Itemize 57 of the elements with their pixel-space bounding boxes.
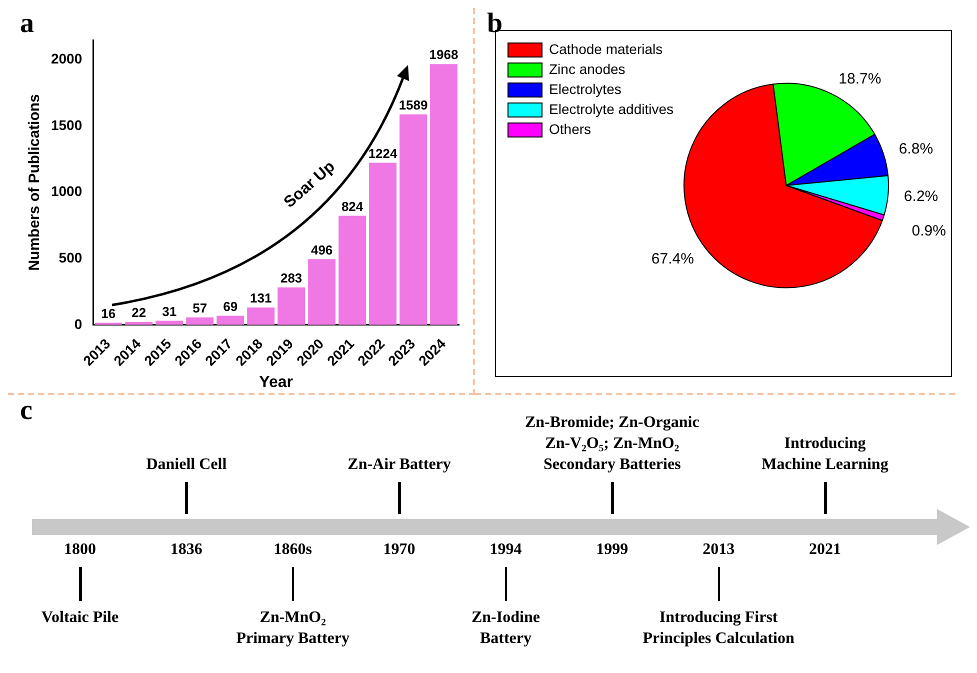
text: Zn-Air Battery — [346, 455, 452, 475]
legend-label: Others — [549, 120, 592, 137]
data-label: 67.4% — [651, 250, 694, 268]
bar — [247, 308, 275, 325]
category-label: 1970 — [382, 541, 416, 559]
category-label: 2013 — [702, 541, 736, 559]
data-label: 824 — [341, 198, 364, 214]
y-tick-label: 500 — [58, 250, 82, 266]
data-label: 57 — [192, 300, 208, 316]
text: Introducing First Principles Calculation — [642, 608, 796, 649]
y-tick-label: 0 — [74, 316, 82, 332]
category-label: 1836 — [169, 541, 204, 559]
y-tick-label: 2000 — [50, 50, 82, 67]
bar — [400, 114, 427, 325]
legend-label: Cathode materials — [549, 40, 663, 57]
data-label: 31 — [162, 304, 177, 319]
bar — [216, 316, 244, 325]
data-label: 6.8% — [898, 140, 934, 158]
category-label: 1999 — [595, 541, 630, 559]
text: Zn-Bromide; Zn-Organic Zn-V₂O₅; Zn-MnO₂ Secondary Batteries — [524, 413, 700, 475]
y-tick-label: 1000 — [50, 183, 82, 200]
y-axis-title: Numbers of Publications — [26, 94, 44, 271]
bar — [278, 287, 306, 325]
data-label: 1968 — [429, 47, 458, 62]
chart-title: b — [487, 8, 503, 40]
bar — [369, 162, 396, 325]
bar — [186, 317, 214, 325]
data-label: 69 — [223, 298, 238, 314]
chart-title: a — [20, 8, 34, 40]
category-label: 2021 — [808, 541, 842, 559]
y-tick-label: 1500 — [50, 116, 82, 133]
legend-label: Electrolyte additives — [549, 100, 674, 117]
data-label: 22 — [132, 305, 146, 320]
data-label: 16 — [101, 306, 116, 321]
data-label: 0.9% — [912, 222, 946, 240]
data-label: 496 — [310, 242, 333, 258]
text: c — [20, 395, 32, 427]
data-label: 18.7% — [838, 70, 882, 88]
data-label: 6.2% — [904, 188, 938, 206]
bar — [338, 216, 366, 325]
legend-label: Electrolytes — [549, 80, 622, 97]
text: Daniell Cell — [145, 455, 228, 475]
category-label: 1860s — [272, 541, 313, 559]
data-label: 1589 — [398, 97, 428, 112]
x-axis-title: Year — [259, 374, 293, 391]
text: Zn-Iodine Battery — [470, 608, 541, 649]
text: Zn-MnO₂ Primary Battery — [235, 608, 350, 649]
text: Introducing Machine Learning — [760, 434, 890, 475]
text: Voltaic Pile — [40, 608, 120, 628]
data-label: 1224 — [368, 146, 398, 161]
legend-label: Zinc anodes — [549, 60, 626, 77]
category-label: 1800 — [63, 541, 97, 559]
data-label: 131 — [250, 290, 272, 306]
bar — [430, 64, 458, 325]
category-label: 1994 — [488, 541, 523, 559]
bar — [308, 259, 336, 325]
data-label: 283 — [280, 270, 302, 286]
